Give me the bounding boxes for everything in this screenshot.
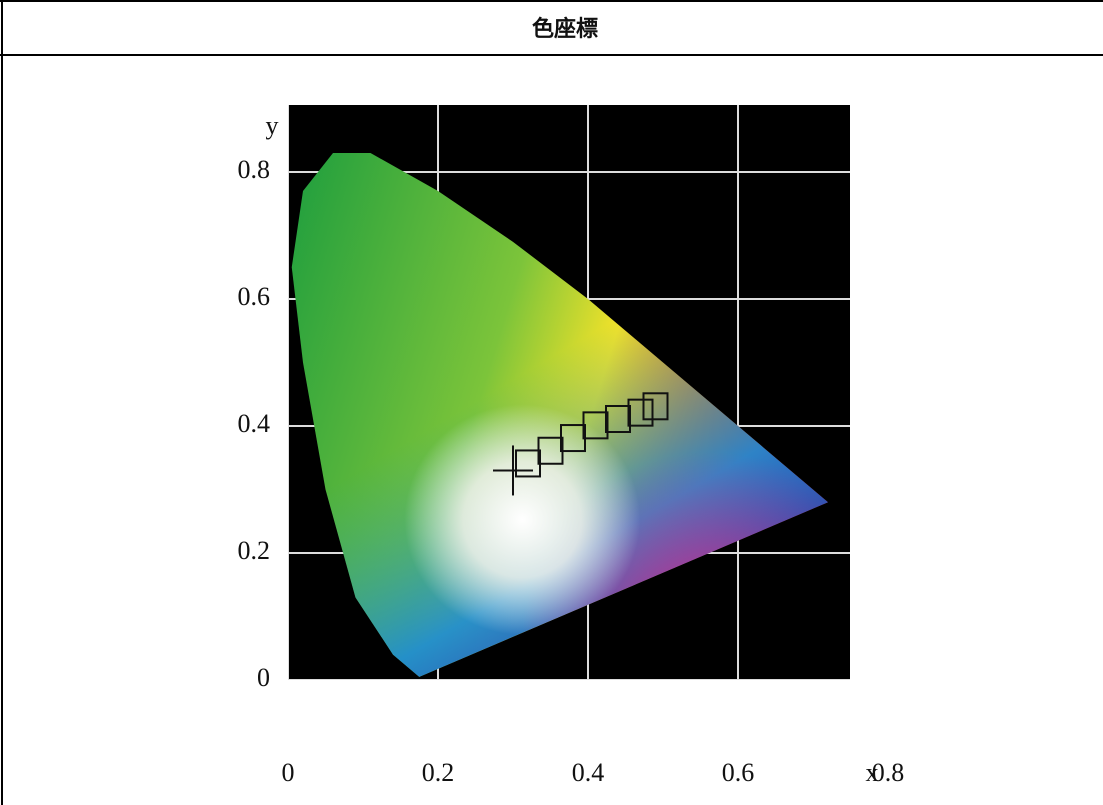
y-axis-label: y (266, 111, 279, 140)
x-tick-label: 0.8 (872, 758, 905, 787)
box-marker (642, 392, 669, 421)
box-marker (627, 398, 654, 427)
y-tick-label: 0 (257, 663, 270, 692)
chromaticity-gamut (291, 152, 828, 677)
y-tick-label: 0.4 (238, 409, 271, 438)
header-title: 色座標 (532, 16, 598, 42)
box-marker (582, 411, 609, 440)
x-tick-label: 0 (282, 758, 295, 787)
box-marker (605, 405, 631, 433)
coordinate-markers (493, 392, 669, 496)
x-tick-label: 0.6 (722, 758, 755, 787)
x-axis-label: x (866, 758, 879, 787)
x-tick-label: 0.2 (422, 758, 455, 787)
y-tick-label: 0.6 (238, 282, 271, 311)
axis-labels: 0 0.2 0.4 0.6 0.800.20.40.60.8xy (238, 111, 905, 787)
y-tick-label: 0.8 (238, 155, 271, 184)
gamut-layer (291, 152, 828, 677)
x-tick-label: 0.4 (572, 758, 605, 787)
y-tick-label: 0.2 (238, 536, 271, 565)
